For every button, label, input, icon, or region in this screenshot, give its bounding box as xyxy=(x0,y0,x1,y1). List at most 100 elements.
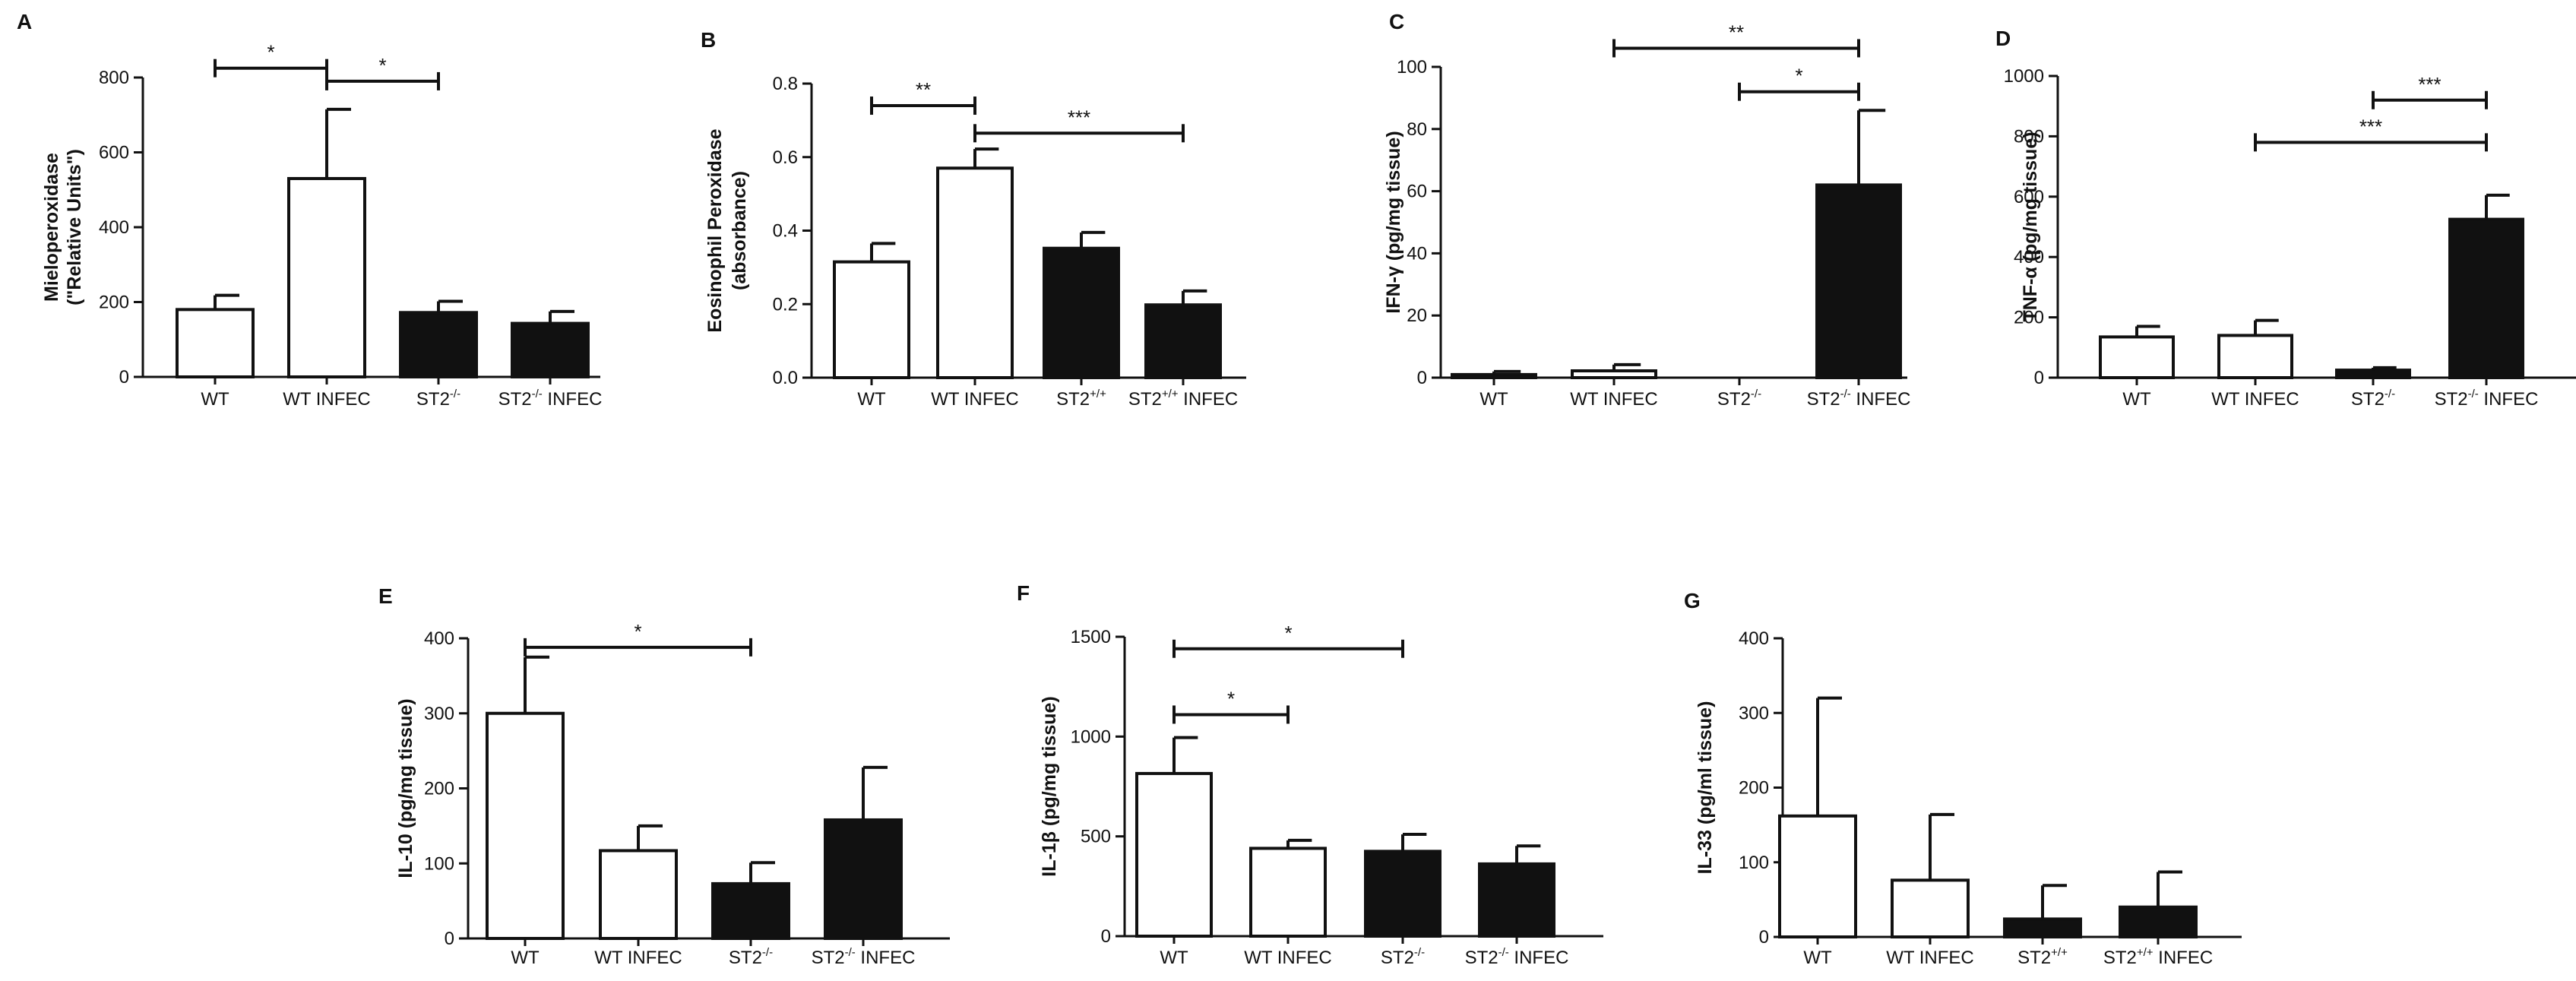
y-tick-label: 20 xyxy=(1407,305,1427,326)
x-category-label: WT INFEC xyxy=(1244,948,1332,968)
y-axis-label: IL-10 (pg/mg tissue) xyxy=(395,698,416,878)
x-category-label: ST2-/- xyxy=(1717,388,1761,410)
y-axis-label: ("Relative Units") xyxy=(64,149,85,305)
chart-panel-d: D TNF-α (pg/mg tissue) 0 200 400 600 800 1000 WT… xyxy=(1995,27,2576,410)
y-tick-label: 200 xyxy=(424,779,454,799)
panel-letter: G xyxy=(1684,589,1701,612)
bar-4 xyxy=(824,818,903,940)
bar-2 xyxy=(1249,847,1327,938)
y-axis-label: IL-33 (pg/ml tissue) xyxy=(1695,701,1716,875)
significance-label: *** xyxy=(1068,106,1090,128)
y-tick-label: 800 xyxy=(2014,126,2044,147)
y-tick-label: 40 xyxy=(1407,243,1427,264)
x-category-label: WT xyxy=(1160,948,1188,968)
y-tick-label: 100 xyxy=(1739,853,1769,873)
bar-3 xyxy=(1043,246,1120,379)
chart-panel-f: F IL-1β (pg/mg tissue) 0 500 1000 1500 WT WT IN… xyxy=(1017,581,1603,968)
y-tick-label: 800 xyxy=(99,68,129,88)
panel-letter: F xyxy=(1017,581,1030,605)
x-category-label: WT xyxy=(2122,389,2151,410)
y-axis-label: (absorbance) xyxy=(729,171,750,290)
bar-1 xyxy=(176,308,255,379)
significance-label: * xyxy=(1795,65,1802,87)
x-category-label: ST2+/+ INFEC xyxy=(2103,946,2213,968)
y-axis-label: TNF-α (pg/mg tissue) xyxy=(2020,131,2041,321)
panel-letter: A xyxy=(17,10,32,33)
panel-letter: D xyxy=(1995,27,2011,50)
x-category-label: ST2-/- xyxy=(416,388,460,410)
y-tick-label: 0 xyxy=(119,367,129,388)
y-tick-label: 200 xyxy=(2014,308,2044,328)
x-category-label: WT INFEC xyxy=(283,389,371,410)
x-category-label: WT INFEC xyxy=(1570,389,1658,410)
x-category-label: WT xyxy=(1479,389,1508,410)
y-tick-label: 100 xyxy=(1397,57,1427,78)
y-tick-label: 0.2 xyxy=(773,294,798,315)
x-category-label: WT xyxy=(511,948,540,968)
x-category-label: ST2-/- xyxy=(1381,946,1425,968)
y-tick-label: 500 xyxy=(1081,827,1111,847)
x-category-label: WT xyxy=(1803,948,1832,968)
x-category-label: WT xyxy=(857,389,886,410)
x-category-label: ST2-/- xyxy=(2351,388,2395,410)
y-tick-label: 400 xyxy=(2014,247,2044,267)
x-category-label: WT INFEC xyxy=(1886,948,1974,968)
y-tick-label: 0 xyxy=(1417,368,1427,388)
bar-2 xyxy=(599,849,678,941)
x-category-label: WT xyxy=(201,389,229,410)
y-tick-label: 60 xyxy=(1407,182,1427,202)
y-axis-label: Mieloperoxidase xyxy=(41,153,62,302)
x-category-label: ST2-/- xyxy=(729,946,773,968)
x-category-label: WT INFEC xyxy=(2211,389,2299,410)
y-tick-label: 0 xyxy=(1759,927,1769,948)
x-category-label: ST2+/+ xyxy=(2017,946,2068,968)
y-tick-label: 600 xyxy=(2014,187,2044,207)
y-tick-label: 200 xyxy=(1739,778,1769,799)
bar-4 xyxy=(511,321,590,379)
y-axis-label: IL-1β (pg/mg tissue) xyxy=(1039,696,1060,877)
y-axis-label: Eosinophil Peroxidase xyxy=(704,128,726,332)
bar-3 xyxy=(399,311,478,379)
panel-letter: E xyxy=(378,584,393,608)
bar-3 xyxy=(2335,369,2411,380)
x-category-label: ST2-/- INFEC xyxy=(812,946,916,968)
y-tick-label: 300 xyxy=(424,704,454,724)
y-tick-label: 0.4 xyxy=(773,221,798,242)
x-category-label: ST2-/- INFEC xyxy=(1807,388,1911,410)
bar-3 xyxy=(2003,917,2082,939)
x-category-label: ST2+/+ INFEC xyxy=(1128,388,1238,410)
bar-4 xyxy=(2119,905,2198,938)
significance-label: ** xyxy=(916,78,931,101)
y-tick-label: 0 xyxy=(2034,368,2044,388)
significance-label: * xyxy=(634,620,641,643)
y-tick-label: 400 xyxy=(1739,628,1769,649)
bar-1 xyxy=(486,711,565,940)
panel-letter: B xyxy=(701,28,716,52)
y-tick-label: 80 xyxy=(1407,119,1427,140)
significance-label: * xyxy=(267,41,274,64)
y-tick-label: 1500 xyxy=(1071,627,1111,647)
bar-4 xyxy=(1144,303,1222,379)
x-category-label: ST2-/- INFEC xyxy=(2435,388,2539,410)
bar-1 xyxy=(2099,335,2175,379)
bar-2 xyxy=(2217,334,2293,380)
significance-label: * xyxy=(1227,687,1235,710)
y-tick-label: 1000 xyxy=(1071,726,1111,747)
x-category-label: ST2-/- INFEC xyxy=(498,388,603,410)
bar-2 xyxy=(1571,369,1657,380)
y-tick-label: 600 xyxy=(99,143,129,163)
bar-4 xyxy=(1815,183,1902,379)
y-tick-label: 0.0 xyxy=(773,368,798,388)
bar-1 xyxy=(1451,372,1537,380)
bar-3 xyxy=(1364,850,1441,938)
significance-label: *** xyxy=(2418,73,2441,96)
chart-panel-g: G IL-33 (pg/ml tissue) 0 100 200 300 400 WT WT I… xyxy=(1684,589,2242,968)
chart-panel-e: E IL-10 (pg/mg tissue) 0 100 200 300 400 WT WT I… xyxy=(378,584,950,968)
x-category-label: ST2+/+ xyxy=(1056,388,1106,410)
y-tick-label: 200 xyxy=(99,293,129,313)
y-tick-label: 0.8 xyxy=(773,74,798,94)
bar-2 xyxy=(287,176,366,378)
y-tick-label: 400 xyxy=(99,217,129,238)
y-tick-label: 1000 xyxy=(2004,66,2044,87)
